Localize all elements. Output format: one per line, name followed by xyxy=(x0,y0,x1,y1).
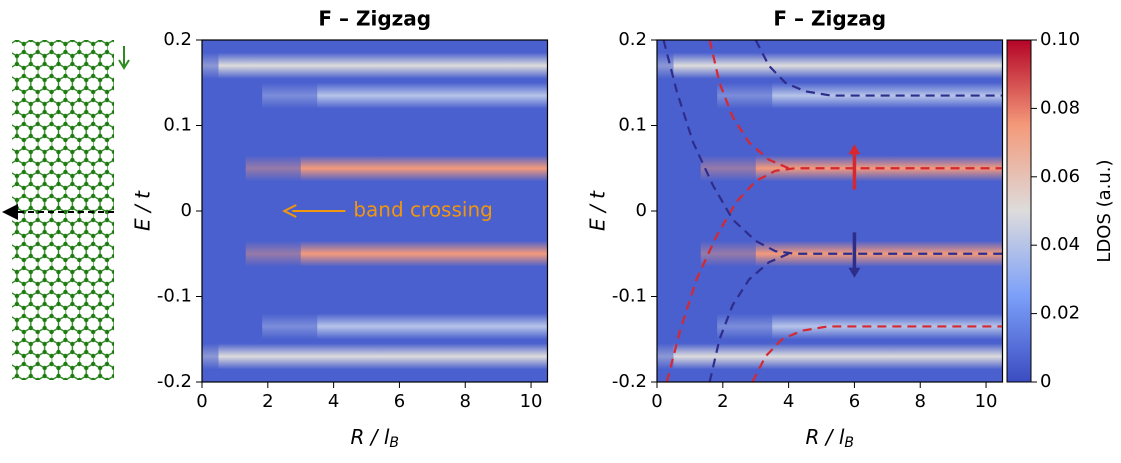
annotation-arrowhead xyxy=(282,204,297,218)
ldos-band xyxy=(317,313,548,340)
chart-title: F – Zigzag xyxy=(773,7,886,31)
colorbar-tick-label: 0.08 xyxy=(1040,97,1080,118)
x-axis-label: R / lB xyxy=(350,425,399,452)
x-tick-label: 4 xyxy=(328,391,339,412)
ldos-band xyxy=(300,155,548,182)
colorbar-tick-label: 0.06 xyxy=(1040,166,1080,187)
x-tick-label: 2 xyxy=(717,391,728,412)
colorbar-tick-label: 0.02 xyxy=(1040,303,1080,324)
ldos-band-lead xyxy=(202,52,219,79)
colorbar-tick-label: 0.10 xyxy=(1040,29,1080,50)
ldos-band-lead xyxy=(245,240,301,267)
x-axis-label: R / lB xyxy=(805,425,854,452)
x-tick-label: 0 xyxy=(651,391,662,412)
ldos-band xyxy=(673,52,1003,79)
y-axis-label: E / t xyxy=(586,190,610,231)
x-tick-label: 4 xyxy=(783,391,794,412)
x-tick-label: 2 xyxy=(262,391,273,412)
ldos-band-lead xyxy=(657,52,674,79)
ldos-band xyxy=(218,52,548,79)
plot-area xyxy=(202,40,548,382)
ldos-band xyxy=(673,343,1003,370)
ldos-band xyxy=(300,240,548,267)
colorbar-tick-label: 0.04 xyxy=(1040,234,1080,255)
ldos-band-lead xyxy=(202,343,219,370)
y-tick-label: -0.2 xyxy=(612,371,647,392)
x-tick-label: 0 xyxy=(196,391,207,412)
y-tick-label: 0.2 xyxy=(163,29,192,50)
dashed-curve xyxy=(708,40,790,170)
plot-area xyxy=(657,40,1003,382)
colorbar-label: LDOS (a.u.) xyxy=(1094,159,1115,262)
graphene-lattice xyxy=(12,40,114,380)
dashed-curve xyxy=(665,167,1003,382)
y-axis-label: E / t xyxy=(131,190,155,231)
x-axis-label-main: R / l xyxy=(805,425,844,449)
ldos-band xyxy=(317,82,548,109)
y-tick-label: 0.1 xyxy=(163,115,192,136)
x-tick-label: 8 xyxy=(915,391,926,412)
spin-arrowhead xyxy=(848,267,861,278)
colorbar-tick-label: 0 xyxy=(1040,371,1051,392)
ldos-band-lead xyxy=(700,155,756,182)
ldos-band-lead xyxy=(717,82,773,109)
ldos-band xyxy=(772,313,1003,340)
green-arrowhead xyxy=(118,59,130,70)
y-tick-label: -0.2 xyxy=(157,371,192,392)
ldos-band-lead xyxy=(262,82,318,109)
y-tick-label: -0.1 xyxy=(157,286,192,307)
colorbar xyxy=(1006,39,1032,383)
ldos-band xyxy=(218,343,548,370)
y-tick-label: 0 xyxy=(181,200,192,221)
chart-title: F – Zigzag xyxy=(318,7,431,31)
x-tick-label: 10 xyxy=(520,391,543,412)
x-axis-label-main: R / l xyxy=(350,425,389,449)
x-axis-label-sub: B xyxy=(389,435,399,451)
x-tick-label: 6 xyxy=(849,391,860,412)
dashed-curve xyxy=(662,40,1003,255)
spin-arrowhead xyxy=(848,144,861,155)
ldos-band-lead xyxy=(657,343,674,370)
dashed-curve xyxy=(751,325,1003,382)
y-tick-label: 0.2 xyxy=(618,29,647,50)
ldos-band-lead xyxy=(700,240,756,267)
x-tick-label: 8 xyxy=(460,391,471,412)
y-tick-label: 0.1 xyxy=(618,115,647,136)
annotation-text: band crossing xyxy=(353,198,492,222)
ldos-band-lead xyxy=(245,155,301,182)
y-tick-label: -0.1 xyxy=(612,286,647,307)
x-tick-label: 6 xyxy=(394,391,405,412)
x-axis-label-sub: B xyxy=(844,435,854,451)
x-tick-label: 10 xyxy=(975,391,998,412)
y-tick-label: 0 xyxy=(636,200,647,221)
dashed-curve xyxy=(708,252,790,382)
ldos-band-lead xyxy=(717,313,773,340)
ldos-band-lead xyxy=(262,313,318,340)
dashed-curve xyxy=(754,40,1003,97)
